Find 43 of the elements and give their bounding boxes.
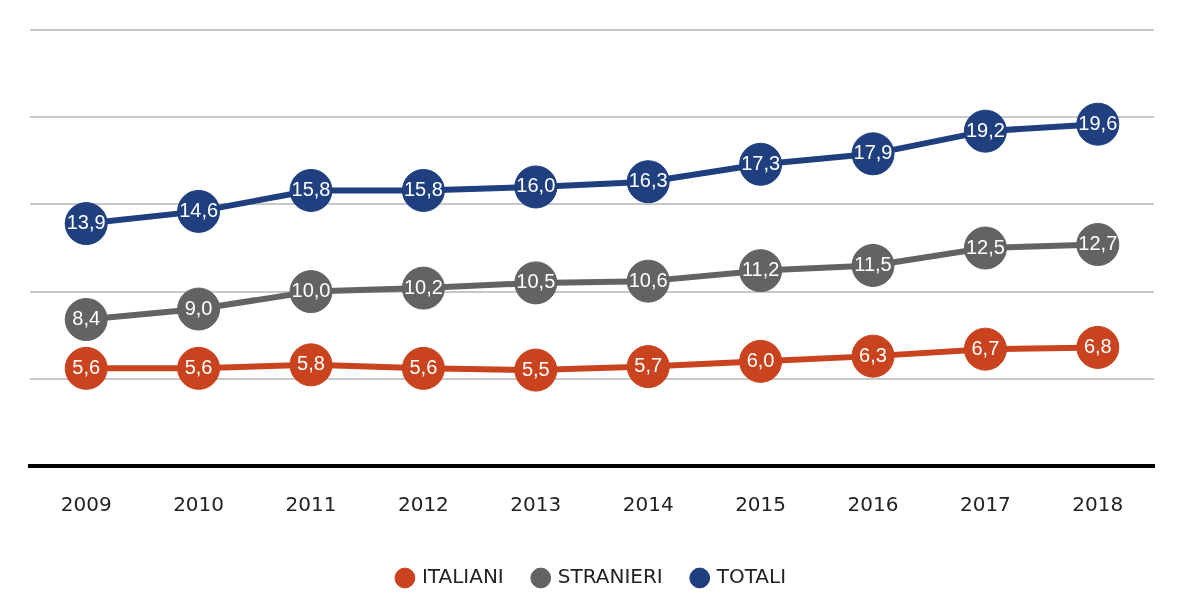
data-label: 17,3	[741, 151, 781, 174]
data-label: 10,0	[291, 279, 331, 302]
data-label: 10,6	[628, 268, 668, 291]
data-label: 5,8	[297, 352, 325, 375]
data-label: 6,8	[1083, 334, 1112, 357]
data-label: 10,5	[516, 270, 556, 293]
data-label: 14,6	[179, 198, 219, 221]
data-label: 5,5	[521, 357, 550, 380]
data-label: 16,3	[628, 169, 668, 192]
x-tick-label: 2018	[1072, 492, 1124, 517]
data-label: 6,3	[859, 343, 887, 366]
data-label: 5,6	[409, 355, 438, 378]
data-label: 8,4	[72, 307, 101, 330]
data-label: 11,2	[741, 258, 780, 281]
data-label: 6,7	[971, 336, 1000, 359]
data-label: 12,7	[1078, 232, 1118, 255]
data-label: 5,7	[634, 354, 663, 377]
data-label: 17,9	[853, 141, 893, 164]
data-label: 5,6	[72, 355, 101, 378]
data-label: 15,8	[403, 177, 443, 200]
data-label: 10,2	[403, 275, 443, 298]
x-tick-label: 2016	[847, 492, 899, 517]
legend-label: ITALIANI	[421, 564, 504, 589]
x-tick-label: 2009	[60, 492, 112, 517]
legend-label: STRANIERI	[557, 564, 663, 589]
data-label: 15,8	[291, 177, 331, 200]
x-tick-label: 2011	[285, 492, 337, 517]
data-label: 19,6	[1078, 111, 1118, 134]
data-label: 6,0	[746, 348, 775, 371]
legend-label: TOTALI	[715, 564, 787, 589]
data-label: 13,9	[66, 211, 106, 234]
x-tick-label: 2014	[622, 492, 674, 517]
data-label: 5,6	[184, 355, 213, 378]
data-label: 11,5	[854, 252, 892, 275]
x-tick-label: 2013	[510, 492, 562, 517]
x-tick-label: 2012	[397, 492, 449, 517]
x-tick-label: 2010	[173, 492, 225, 517]
data-label: 9,0	[184, 296, 213, 319]
x-tick-label: 2017	[959, 492, 1011, 517]
data-label: 16,0	[516, 174, 556, 197]
data-label: 12,5	[965, 235, 1005, 258]
x-tick-label: 2015	[735, 492, 787, 517]
data-label: 19,2	[965, 118, 1005, 141]
